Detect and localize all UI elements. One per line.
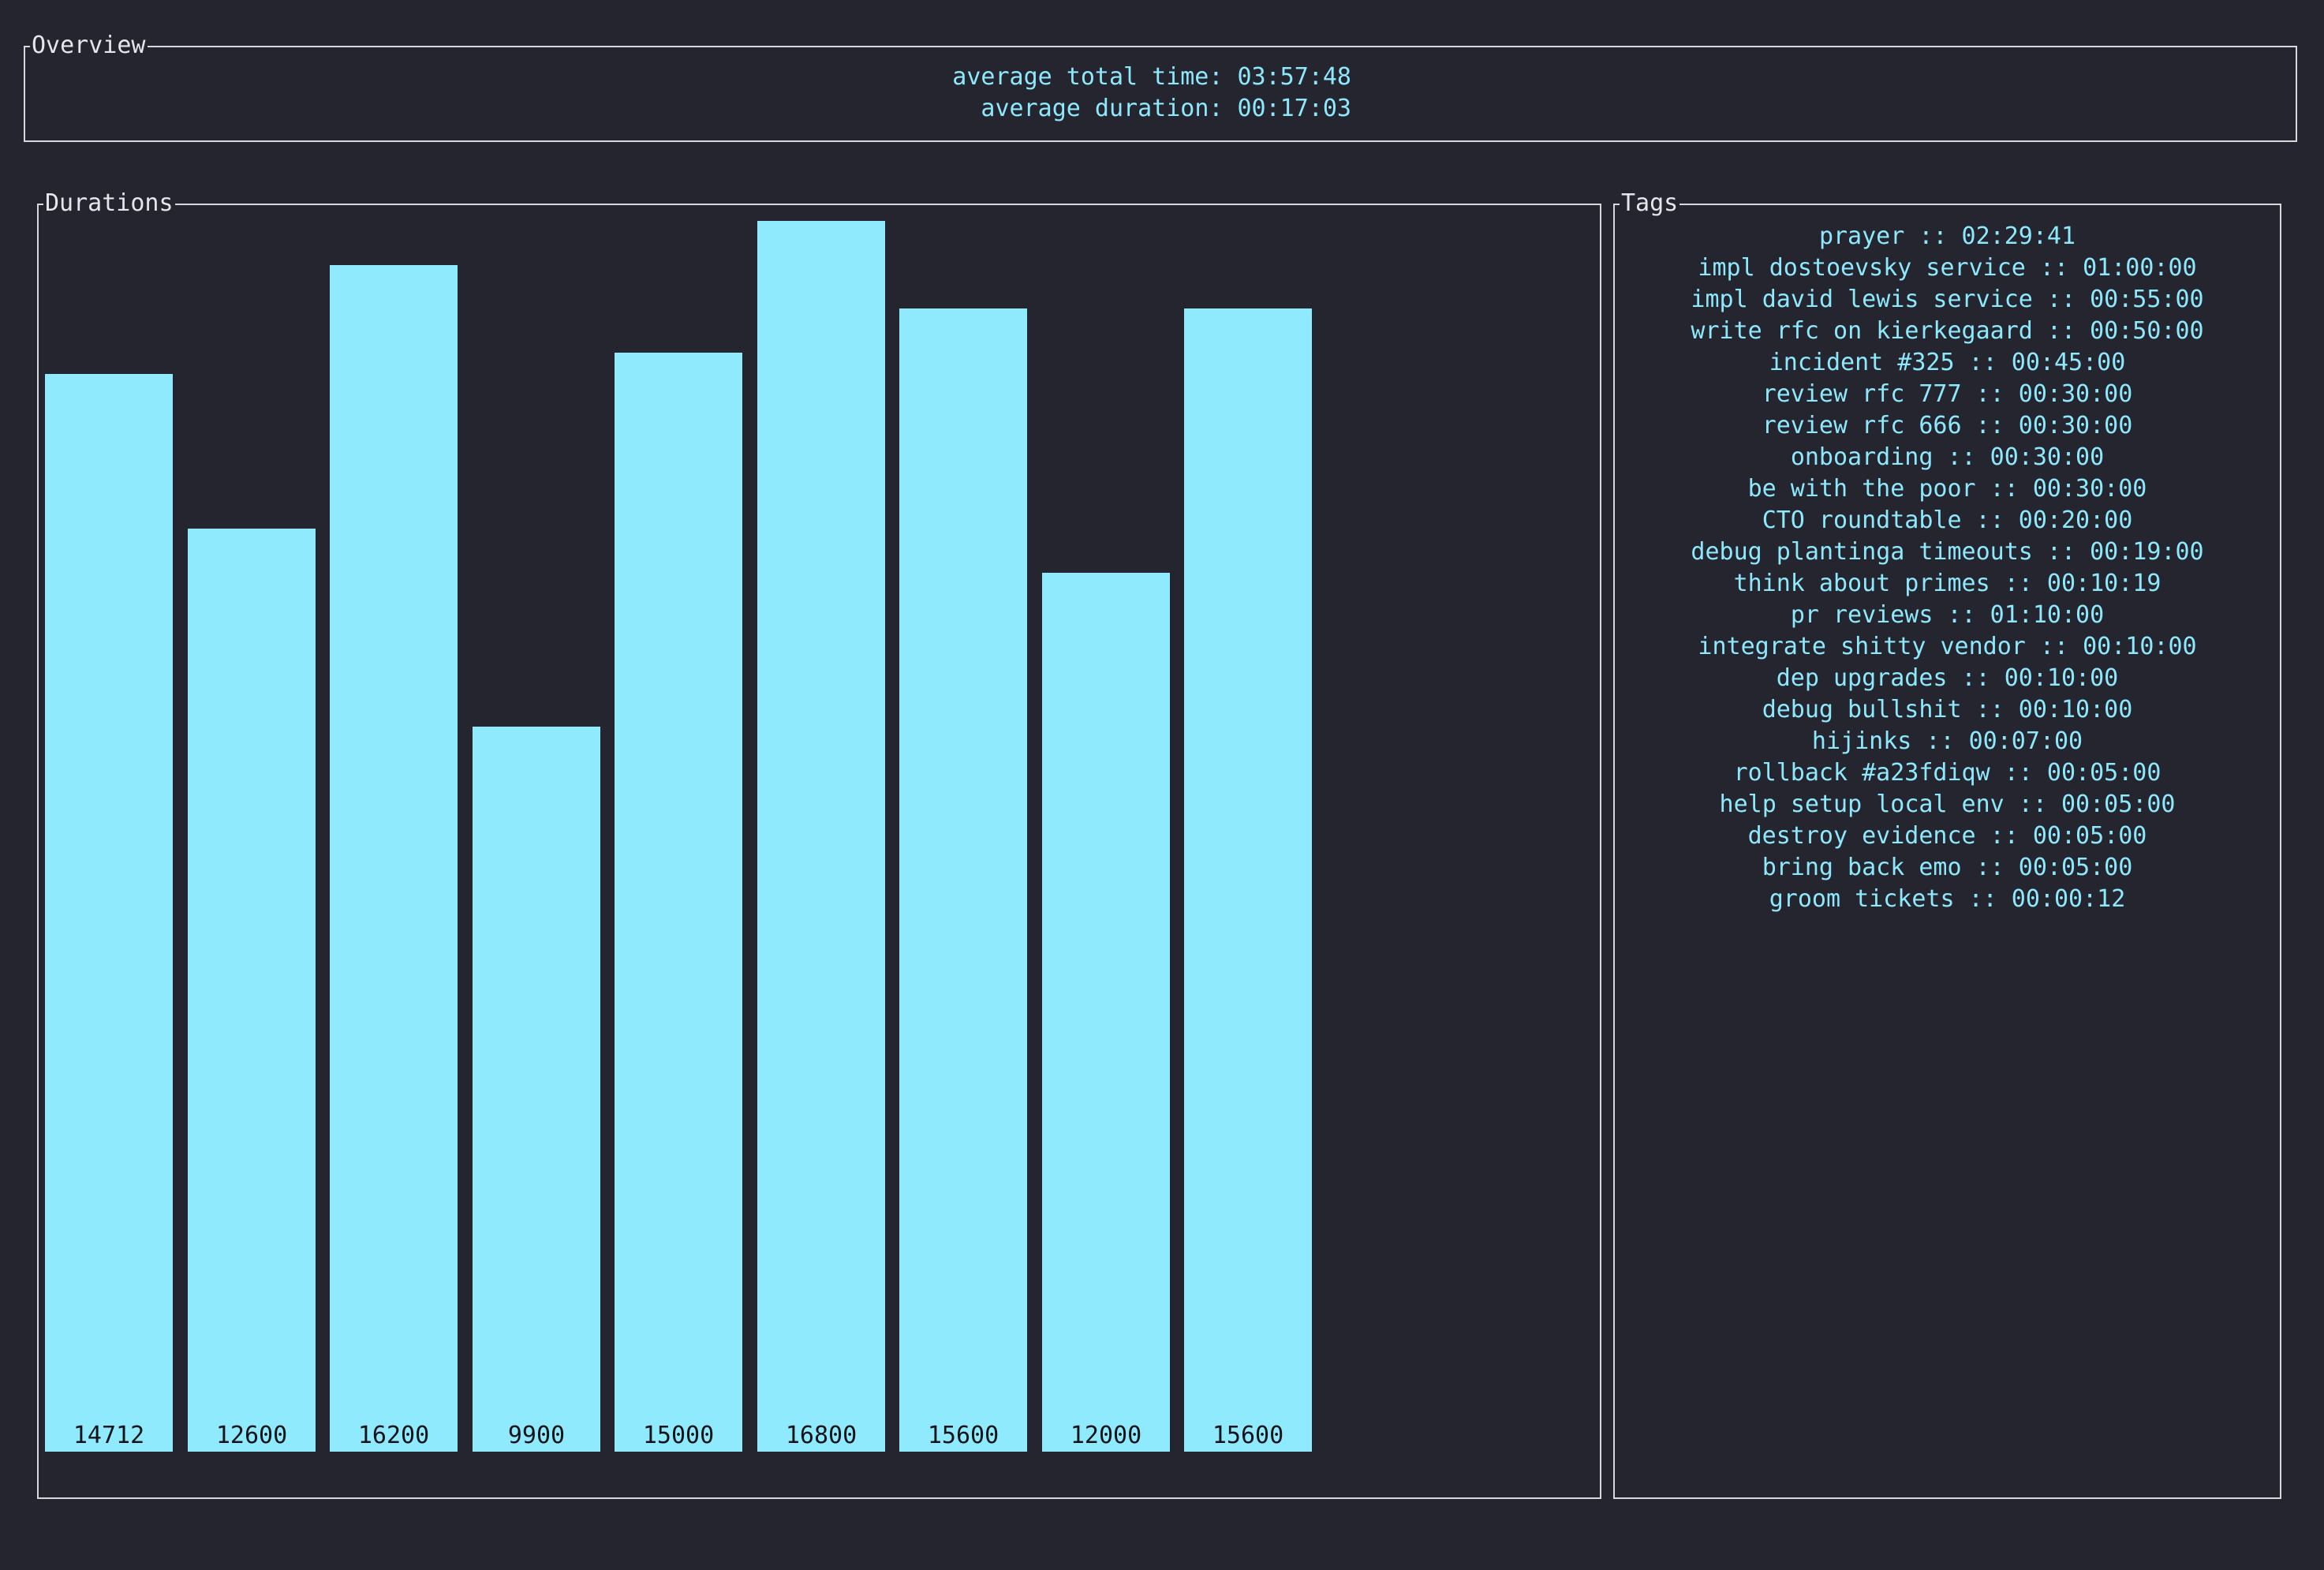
- duration-bar: 16200: [330, 265, 458, 1452]
- tag-item: write rfc on kierkegaard :: 00:50:00: [1691, 317, 2204, 345]
- bar-value-label: 15000: [642, 1422, 715, 1449]
- durations-bar-chart: 14712 12600 16200 9900 15000 16800 15600 12000 1…: [39, 205, 1600, 1497]
- tag-item: integrate shitty vendor :: 00:10:00: [1698, 633, 2197, 660]
- tag-item: destroy evidence :: 00:05:00: [1747, 822, 2147, 850]
- bar-value-label: 15600: [927, 1422, 999, 1449]
- tag-item: bring back emo :: 00:05:00: [1762, 854, 2133, 881]
- durations-title: Durations: [43, 189, 175, 218]
- overview-panel: Overview average total time: 03:57:48 av…: [24, 32, 2297, 142]
- tag-item: incident #325 :: 00:45:00: [1769, 349, 2126, 376]
- duration-bar: 9900: [473, 727, 600, 1452]
- tag-item: debug plantinga timeouts :: 00:19:00: [1691, 538, 2204, 566]
- tag-item: impl david lewis service :: 00:55:00: [1691, 286, 2204, 313]
- duration-bar: 15600: [1184, 308, 1312, 1452]
- tag-item: review rfc 666 :: 00:30:00: [1762, 412, 2133, 439]
- tag-item: impl dostoevsky service :: 01:00:00: [1698, 254, 2197, 282]
- tag-item: think about primes :: 00:10:19: [1733, 570, 2161, 597]
- tag-item: groom tickets :: 00:00:12: [1769, 885, 2126, 913]
- bar-value-label: 12000: [1070, 1422, 1142, 1449]
- tag-item: hijinks :: 00:07:00: [1811, 727, 2083, 755]
- durations-panel: Durations 14712 12600 16200 9900 15000 16800 1…: [37, 189, 1601, 1499]
- tag-item: be with the poor :: 00:30:00: [1747, 475, 2147, 503]
- tag-item: debug bullshit :: 00:10:00: [1762, 696, 2133, 723]
- duration-bar: 15000: [615, 353, 742, 1452]
- tag-item: review rfc 777 :: 00:30:00: [1762, 380, 2133, 408]
- duration-bar: 12600: [188, 529, 316, 1452]
- overview-title: Overview: [30, 32, 148, 60]
- tag-item: CTO roundtable :: 00:20:00: [1762, 507, 2133, 534]
- bar-value-label: 14712: [73, 1422, 145, 1449]
- average-duration: average duration: 00:17:03: [981, 95, 1351, 122]
- duration-bar: 12000: [1042, 573, 1170, 1452]
- tag-item: pr reviews :: 01:10:00: [1790, 601, 2105, 629]
- tag-item: rollback #a23fdiqw :: 00:05:00: [1733, 759, 2161, 787]
- duration-bar: 15600: [899, 308, 1027, 1452]
- average-total-time: average total time: 03:57:48: [952, 63, 1351, 91]
- bar-value-label: 16200: [357, 1422, 430, 1449]
- tag-item: dep upgrades :: 00:10:00: [1776, 664, 2119, 692]
- bar-value-label: 15600: [1212, 1422, 1284, 1449]
- tag-item: help setup local env :: 00:05:00: [1719, 791, 2176, 818]
- tags-title: Tags: [1620, 189, 1680, 218]
- tag-item: prayer :: 02:29:41: [1818, 222, 2076, 250]
- bar-value-label: 16800: [785, 1422, 857, 1449]
- bar-value-label: 9900: [507, 1422, 566, 1449]
- bar-value-label: 12600: [215, 1422, 288, 1449]
- duration-bar: 16800: [757, 221, 885, 1452]
- duration-bar: 14712: [45, 374, 173, 1452]
- tag-item: onboarding :: 00:30:00: [1790, 443, 2105, 471]
